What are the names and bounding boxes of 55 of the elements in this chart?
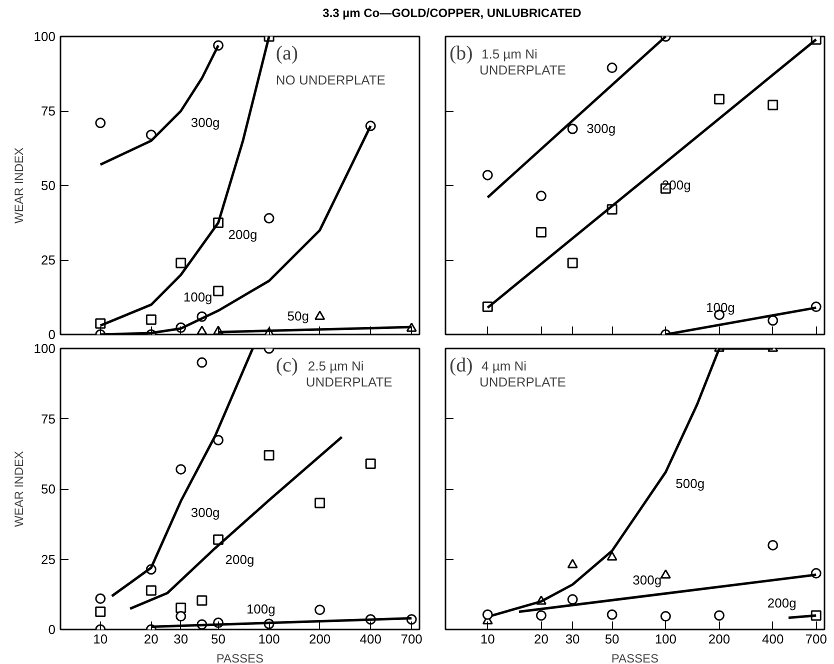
y-tick-label: 75 [41,411,56,426]
x-tick-label: 700 [805,632,827,646]
series-label: 100g [706,300,735,316]
annotation: UNDERPLATE [480,374,566,390]
series-label: 100g [246,601,276,616]
y-tick-label: 25 [41,252,56,268]
annotation: (b) [450,42,473,64]
y-tick-label: 50 [41,178,56,193]
series-label: 200g [228,226,258,242]
x-tick-label: 10 [93,632,108,646]
annotation: (d) [450,354,473,376]
x-tick-label: 50 [211,632,226,646]
y-axis-title: WEAR INDEX [12,147,26,224]
y-tick-label: 75 [41,104,56,118]
x-tick-label: 20 [144,632,158,646]
x-tick-label: 200 [308,632,331,646]
x-tick-label: 10 [480,632,495,646]
series-label: 500g [676,476,705,492]
x-tick-label: 100 [654,632,677,646]
annotation: 4 µm Ni [482,358,527,374]
y-tick-label: 0 [48,327,56,342]
y-tick-label: 100 [34,341,56,356]
x-tick-label: 200 [708,632,730,646]
x-tick-label: 400 [762,632,784,646]
series-label: 300g [190,505,220,520]
annotation: (a) [276,42,298,64]
annotation: 2.5 µm Ni [308,358,364,374]
x-tick-label: 700 [400,632,422,646]
y-tick-label: 25 [41,552,56,567]
annotation: UNDERPLATE [480,62,566,78]
series-label: 300g [632,572,662,588]
x-tick-label: 100 [258,632,280,646]
series-label: 200g [767,596,796,611]
x-tick-label: 30 [565,632,580,646]
y-tick-label: 100 [34,29,56,44]
series-label: 200g [225,552,254,568]
y-axis-title: WEAR INDEX [12,450,26,528]
x-tick-label: 30 [174,632,188,646]
annotation: (c) [276,354,298,376]
x-axis-title: PASSES [611,652,659,664]
annotation: NO UNDERPLATE [276,72,386,88]
series-label: 50g [287,308,309,324]
annotation: 1.5 µm Ni [482,46,538,62]
series-label: 200g [662,178,691,193]
annotation: UNDERPLATE [306,374,393,390]
x-tick-label: 400 [360,632,382,646]
x-axis-title: PASSES [216,652,264,664]
text: 3.3 µm Co—GOLD/COPPER, UNLUBRICATED [322,5,582,22]
x-tick-label: 50 [604,632,620,646]
series-label: 100g [183,290,212,305]
y-tick-label: 50 [41,482,56,496]
y-tick-label: 0 [48,622,56,637]
x-tick-label: 20 [534,632,548,646]
series-label: 300g [586,120,616,136]
series-label: 300g [190,115,220,130]
